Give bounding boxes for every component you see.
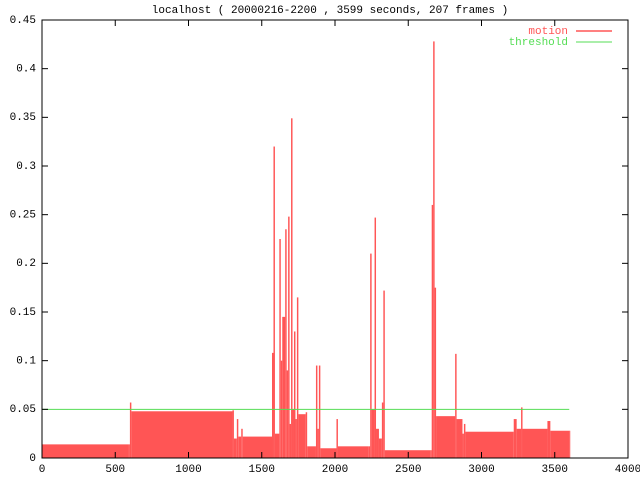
motion-bar	[456, 419, 463, 458]
motion-bar	[430, 450, 432, 458]
motion-bar	[317, 428, 319, 458]
x-tick-label: 1000	[175, 464, 201, 476]
x-tick-label: 3000	[468, 464, 494, 476]
motion-bar	[315, 365, 318, 458]
motion-bar	[128, 444, 130, 458]
x-tick-label: 500	[105, 464, 125, 476]
motion-bar	[522, 428, 548, 458]
motion-bar	[279, 239, 281, 458]
legend-label: motion	[528, 26, 568, 38]
motion-bar	[274, 433, 280, 458]
motion-bar	[289, 423, 292, 458]
y-tick-label: 0.15	[10, 307, 36, 319]
motion-bar	[370, 253, 372, 458]
chart-title: localhost ( 20000216-2200 , 3599 seconds…	[152, 5, 508, 17]
motion-bar	[368, 446, 371, 458]
y-tick-label: 0.05	[10, 404, 36, 416]
motion-bar	[463, 423, 466, 458]
motion-bar	[307, 446, 316, 458]
motion-bar	[337, 446, 369, 458]
legend-label: threshold	[509, 37, 568, 49]
x-tick-label: 3500	[542, 464, 568, 476]
motion-bar	[286, 370, 289, 458]
motion-bar	[285, 229, 287, 458]
motion-bar	[273, 146, 275, 459]
motion-bar	[131, 411, 233, 458]
y-tick-label: 0.35	[10, 112, 36, 124]
y-tick-label: 0.2	[16, 258, 36, 270]
x-tick-label: 2000	[322, 464, 348, 476]
motion-bar	[547, 421, 551, 458]
motion-bar	[320, 448, 337, 458]
y-tick-label: 0.25	[10, 210, 36, 222]
motion-bar	[374, 217, 377, 458]
motion-bar	[232, 410, 234, 458]
motion-bar	[465, 431, 514, 458]
motion-bar	[42, 444, 129, 458]
motion-bar	[298, 414, 306, 458]
y-tick-label: 0.1	[16, 356, 36, 368]
motion-bar	[282, 316, 286, 458]
motion-bar	[241, 428, 243, 458]
motion-bar	[291, 118, 293, 458]
motion-bar	[336, 419, 338, 458]
motion-bar	[378, 438, 382, 458]
motion-bar	[129, 402, 132, 458]
motion-bar	[431, 204, 434, 458]
motion-bar	[233, 438, 237, 458]
motion-bar	[371, 409, 375, 458]
y-tick-label: 0	[29, 453, 36, 465]
motion-bar	[383, 290, 385, 458]
x-tick-label: 1500	[249, 464, 275, 476]
y-tick-label: 0.4	[16, 64, 36, 76]
x-tick-label: 2500	[395, 464, 421, 476]
x-tick-label: 4000	[615, 464, 640, 476]
motion-bar	[434, 287, 437, 458]
x-tick-label: 0	[39, 464, 46, 476]
motion-bar	[242, 436, 273, 458]
motion-bar	[272, 352, 274, 458]
motion-bar	[288, 216, 290, 458]
motion-bar	[436, 416, 456, 458]
motion-bar	[433, 41, 435, 459]
motion-bar	[292, 409, 294, 458]
motion-bar	[381, 402, 384, 458]
y-tick-label: 0.3	[16, 161, 36, 173]
motion-bar	[569, 430, 571, 458]
y-tick-label: 0.45	[10, 15, 36, 27]
motion-bar	[238, 436, 242, 458]
motion-bar	[384, 450, 431, 458]
motion-bar	[516, 428, 522, 458]
motion-bar	[236, 419, 239, 458]
motion-bar	[305, 412, 308, 458]
motion-bar	[376, 428, 379, 458]
motion-bar	[521, 407, 523, 458]
motion-bar	[295, 419, 297, 458]
motion-bar	[293, 331, 296, 458]
motion-bar	[296, 297, 299, 458]
motion-bar	[318, 365, 321, 458]
plot-border	[41, 19, 629, 459]
motion-bar	[550, 430, 570, 458]
motion-bar	[462, 433, 464, 458]
motion-bar	[455, 353, 457, 458]
motion-bar	[513, 419, 517, 458]
